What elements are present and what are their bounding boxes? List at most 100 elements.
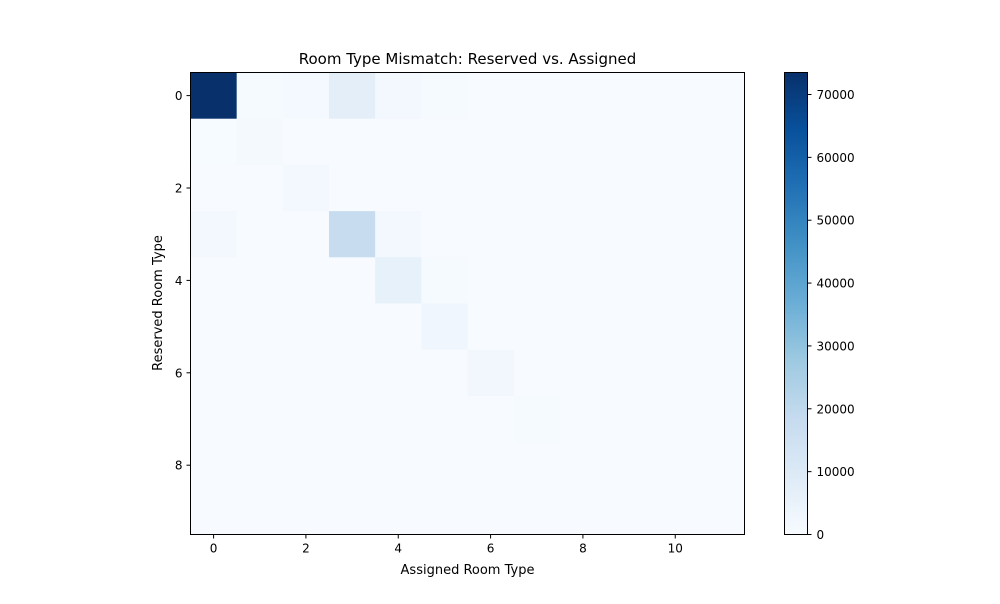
heatmap-cell bbox=[652, 211, 699, 258]
heatmap-cell bbox=[698, 349, 746, 397]
heatmap-cell bbox=[698, 72, 746, 120]
heatmap-cell bbox=[421, 257, 469, 305]
heatmap-cell bbox=[421, 442, 469, 489]
colorbar-tick-label: 60000 bbox=[817, 151, 855, 165]
heatmap-cell bbox=[467, 395, 515, 443]
heatmap-cell bbox=[467, 164, 515, 212]
heatmap-cell bbox=[606, 211, 653, 258]
heatmap-cell bbox=[236, 257, 284, 305]
heatmap-cell bbox=[513, 164, 561, 212]
heatmap-cell bbox=[421, 488, 469, 536]
x-tick-label: 4 bbox=[394, 542, 402, 556]
heatmap-cell bbox=[606, 349, 653, 397]
heatmap-cell bbox=[329, 257, 376, 305]
heatmap-cell bbox=[236, 442, 284, 489]
y-tick-label: 8 bbox=[175, 459, 183, 473]
heatmap-cell bbox=[282, 211, 330, 258]
x-tick-label: 10 bbox=[668, 542, 683, 556]
heatmap-cell bbox=[467, 118, 515, 166]
heatmap-cell bbox=[282, 257, 330, 305]
heatmap-cell bbox=[236, 303, 284, 351]
heatmap-cell bbox=[698, 118, 746, 166]
heatmap-cell bbox=[190, 257, 238, 305]
heatmap-cell bbox=[421, 211, 469, 258]
heatmap-cell bbox=[606, 72, 653, 120]
heatmap-cell bbox=[190, 488, 238, 536]
heatmap-cell bbox=[236, 118, 284, 166]
heatmap-cell bbox=[421, 395, 469, 443]
x-tick-label: 6 bbox=[487, 542, 495, 556]
x-tick-label: 8 bbox=[579, 542, 587, 556]
colorbar-tick-label: 10000 bbox=[817, 465, 855, 479]
heatmap-cell bbox=[375, 349, 422, 397]
y-axis-ticks: 0 2 4 6 8 bbox=[175, 89, 191, 473]
heatmap-cell bbox=[329, 303, 376, 351]
colorbar-tick-label: 20000 bbox=[817, 402, 855, 416]
heatmap-cell bbox=[652, 164, 699, 212]
heatmap-cell bbox=[421, 303, 469, 351]
heatmap-cell bbox=[467, 72, 515, 120]
heatmap-cell bbox=[375, 442, 422, 489]
heatmap-cell bbox=[698, 211, 746, 258]
heatmap-cell bbox=[513, 72, 561, 120]
heatmap-cell bbox=[513, 211, 561, 258]
heatmap-cell bbox=[652, 303, 699, 351]
heatmap-cell bbox=[282, 118, 330, 166]
heatmap-cell bbox=[282, 488, 330, 536]
heatmap-cell bbox=[652, 488, 699, 536]
colorbar-tick-label: 30000 bbox=[817, 339, 855, 353]
x-tick-label: 2 bbox=[302, 542, 310, 556]
plot-frame bbox=[190, 72, 745, 535]
heatmap-cell bbox=[375, 118, 422, 166]
heatmap-cell bbox=[282, 72, 330, 120]
heatmap-cell bbox=[190, 211, 238, 258]
heatmap-cell bbox=[698, 395, 746, 443]
heatmap-cell bbox=[559, 257, 607, 305]
heatmap-cell bbox=[698, 442, 746, 489]
x-axis-label: Assigned Room Type bbox=[401, 563, 535, 578]
y-tick-label: 6 bbox=[175, 366, 183, 380]
heatmap-cell bbox=[236, 349, 284, 397]
heatmap-cell bbox=[652, 442, 699, 489]
heatmap-cell bbox=[375, 211, 422, 258]
heatmap-cell bbox=[329, 211, 376, 258]
heatmap-cell bbox=[236, 211, 284, 258]
heatmap-cell bbox=[329, 488, 376, 536]
colorbar-tick-label: 70000 bbox=[817, 88, 855, 102]
x-tick-label: 0 bbox=[210, 542, 218, 556]
heatmap-cells bbox=[190, 72, 746, 536]
heatmap-cell bbox=[282, 395, 330, 443]
colorbar bbox=[784, 72, 808, 535]
heatmap-cell bbox=[652, 257, 699, 305]
heatmap-cell bbox=[559, 442, 607, 489]
colorbar-tick-label: 40000 bbox=[817, 277, 855, 291]
heatmap-cell bbox=[329, 72, 376, 120]
heatmap-cell bbox=[190, 164, 238, 212]
heatmap-cell bbox=[513, 488, 561, 536]
heatmap-cell bbox=[606, 118, 653, 166]
heatmap-cell bbox=[329, 118, 376, 166]
y-axis-label: Reserved Room Type bbox=[151, 235, 166, 371]
x-axis-ticks: 0 2 4 6 8 10 bbox=[210, 534, 683, 556]
heatmap-cell bbox=[190, 395, 238, 443]
heatmap-cell bbox=[467, 488, 515, 536]
heatmap-cell bbox=[513, 349, 561, 397]
colorbar-tick-label: 0 bbox=[817, 528, 825, 542]
heatmap-cell bbox=[652, 118, 699, 166]
heatmap-cell bbox=[513, 257, 561, 305]
heatmap-cell bbox=[559, 211, 607, 258]
heatmap-cell bbox=[236, 395, 284, 443]
heatmap-cell bbox=[375, 164, 422, 212]
heatmap-cell bbox=[559, 118, 607, 166]
heatmap-cell bbox=[375, 488, 422, 536]
heatmap-cell bbox=[236, 488, 284, 536]
colorbar-ticks: 0 10000 20000 30000 40000 50000 60000 70000 bbox=[807, 88, 855, 542]
heatmap-cell bbox=[375, 257, 422, 305]
heatmap-cell bbox=[606, 442, 653, 489]
heatmap-cell bbox=[190, 118, 238, 166]
heatmap-cell bbox=[282, 442, 330, 489]
heatmap-cell bbox=[467, 442, 515, 489]
heatmap-cell bbox=[467, 349, 515, 397]
heatmap-cell bbox=[329, 164, 376, 212]
